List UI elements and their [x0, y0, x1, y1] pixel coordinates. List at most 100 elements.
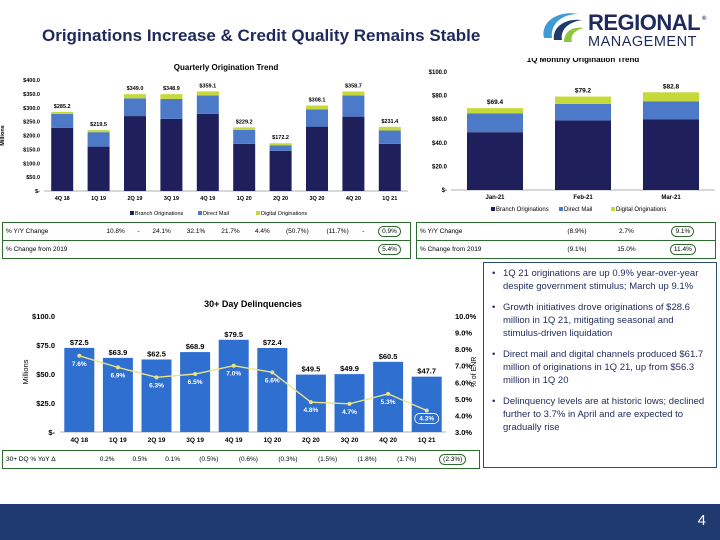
bar-segment [467, 113, 523, 133]
legend-label: Digital Originations [261, 211, 307, 217]
bar-segment [87, 146, 110, 191]
y2-tick-label: 8.0% [455, 345, 472, 354]
table-cell: (50.7%) [277, 222, 318, 241]
table-cell: (11.7%) [317, 222, 358, 241]
table-cell [132, 240, 145, 259]
table-cell: 24.1% [144, 222, 179, 241]
x-tick-label: 1Q 21 [418, 437, 436, 444]
footer-bar: 4 [0, 504, 720, 540]
value-label: $49.9 [340, 364, 359, 373]
bar-segment [51, 113, 74, 128]
x-tick-label: 4Q 20 [346, 196, 361, 202]
bar-segment [124, 98, 146, 117]
y-tick-label: $300.0 [23, 106, 40, 112]
value-label: $49.5 [302, 365, 321, 374]
legend-swatch [130, 211, 134, 215]
bar-segment [306, 105, 328, 110]
value-label: $63.9 [109, 348, 128, 357]
x-tick-label: 4Q 19 [225, 437, 243, 444]
legend-swatch [491, 207, 495, 211]
y-tick-label: $75.0 [36, 341, 55, 350]
x-tick-label: 3Q 19 [164, 196, 179, 202]
x-tick-label: 3Q 19 [186, 437, 204, 444]
legend-label: Direct Mail [203, 211, 229, 217]
company-logo: REGIONAL ® MANAGEMENT [538, 8, 708, 52]
bar-segment [378, 126, 401, 131]
table-cell: (9.1%) [551, 240, 603, 259]
table-cell: - [357, 222, 370, 241]
bar-segment [269, 143, 292, 146]
row-label: % Change from 2019 [2, 240, 99, 259]
bar-segment [378, 130, 401, 144]
bar-segment [160, 98, 183, 119]
y-tick-label: $100.0 [429, 70, 448, 76]
y2-tick-label: 7.0% [455, 362, 472, 371]
table-cell: (0.3%) [268, 450, 308, 469]
key-points-box: 1Q 21 originations are up 0.9% year-over… [483, 262, 717, 468]
bar-segment [306, 109, 328, 127]
bar-segment [342, 95, 365, 117]
table-cell: (2.3%) [426, 450, 480, 469]
x-tick-label: 4Q 18 [70, 437, 88, 444]
y2-tick-label: 3.0% [455, 428, 472, 437]
legend-swatch [611, 207, 615, 211]
bar-segment [378, 143, 401, 191]
y-tick-label: $25.0 [36, 399, 55, 408]
total-label: $172.2 [272, 135, 289, 141]
x-tick-label: 1Q 20 [263, 437, 281, 444]
logo-word-1: REGIONAL [588, 10, 701, 35]
bar-segment [233, 129, 256, 144]
x-tick-label: Mar-21 [661, 195, 681, 201]
logo-word-2: MANAGEMENT [588, 34, 697, 50]
bullet-item: Delinquency levels are at historic lows;… [492, 395, 710, 434]
bar-segment [306, 126, 328, 191]
bar-segment [555, 120, 611, 190]
table-cell: 2.7% [602, 222, 651, 241]
y-tick-label: $400.0 [23, 78, 40, 84]
legend-swatch [559, 207, 563, 211]
bar-segment [342, 116, 365, 191]
legend-swatch [198, 211, 202, 215]
row-label: % Y/Y Change [2, 222, 99, 241]
x-tick-label: 1Q 21 [382, 196, 397, 202]
table-cell [317, 240, 358, 259]
y-tick-label: $200.0 [23, 134, 40, 140]
value-label: $62.5 [147, 350, 166, 359]
bar-segment [555, 96, 611, 104]
bar-segment [269, 145, 292, 151]
bar-segment [342, 91, 365, 96]
y2-tick-label: 10.0% [455, 312, 477, 321]
monthly-change-table: % Y/Y Change (8.9%) 2.7% 9.1% % Change from … [415, 222, 716, 259]
x-tick-label: 2Q 20 [273, 196, 288, 202]
bar-segment [233, 127, 256, 130]
bar-segment [196, 91, 219, 96]
x-tick-label: 1Q 20 [237, 196, 252, 202]
table-row: % Y/Y Change (8.9%) 2.7% 9.1% [415, 222, 716, 241]
bullet-item: Direct mail and digital channels produce… [492, 348, 710, 387]
delinquency-bar [141, 359, 172, 432]
delinquency-bar [257, 348, 288, 432]
x-tick-label: Jan-21 [485, 195, 505, 201]
x-tick-label: 1Q 19 [91, 196, 106, 202]
x-tick-label: 4Q 19 [200, 196, 215, 202]
enr-point [193, 372, 198, 376]
table-row: 30+ DQ % YoY Δ 0.2% 0.5% 0.1% (0.5%) (0.6%) (0… [1, 450, 480, 469]
delinquency-bar [218, 339, 249, 432]
y-tick-label: $100.0 [32, 312, 55, 321]
quarterly-change-table: % Y/Y Change 10.8% -24.1% 32.1% 21.7% 4.4% (50… [2, 222, 412, 259]
row-label: % Change from 2019 [415, 240, 552, 259]
value-label: $47.7 [417, 367, 436, 376]
bar-segment [643, 119, 699, 190]
table-row: % Y/Y Change 10.8% -24.1% 32.1% 21.7% 4.4% (50… [2, 222, 412, 241]
line-label: 4.3% [419, 415, 434, 422]
line-label: 7.6% [72, 361, 87, 368]
highlight-cell: (2.3%) [439, 454, 467, 465]
total-label: $285.2 [54, 104, 71, 110]
chart-title: 30+ Day Delinquencies [204, 299, 302, 309]
x-tick-label: 1Q 19 [109, 437, 127, 444]
value-label: $79.5 [224, 330, 243, 339]
table-cell [213, 240, 248, 259]
table-cell [247, 240, 278, 259]
highlight-cell: 11.4% [669, 244, 696, 255]
y-tick-label: $60.0 [432, 117, 448, 123]
